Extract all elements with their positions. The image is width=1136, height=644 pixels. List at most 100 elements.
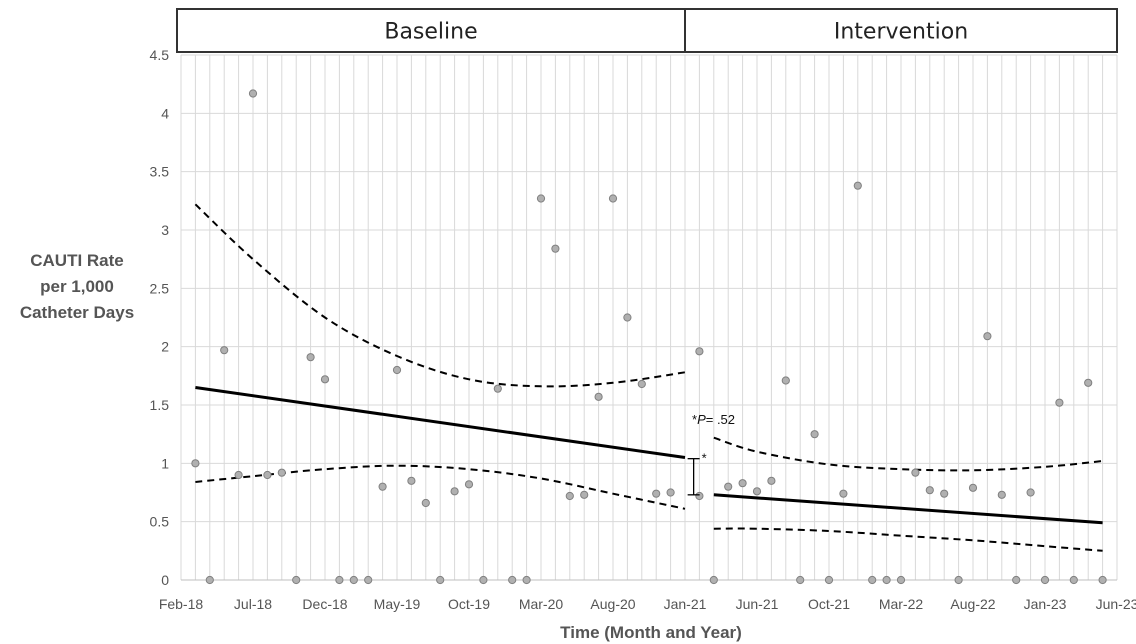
data-point (1040, 575, 1050, 585)
phase-box (684, 8, 1118, 53)
x-axis-title: Time (Month and Year) (560, 623, 742, 642)
trend-lines (194, 203, 1103, 552)
data-point (407, 476, 416, 485)
x-tick-label: Aug-22 (950, 596, 995, 612)
data-point (1098, 575, 1107, 585)
data-point (1012, 575, 1021, 585)
phase-label-intervention: Intervention (834, 20, 968, 45)
data-point (263, 470, 272, 480)
x-tick-label: Jul-18 (234, 596, 272, 612)
y-axis-title: CAUTI Rate per 1,000 Catheter Days (20, 251, 134, 322)
data-point (724, 482, 733, 491)
data-point (565, 491, 574, 501)
axes: 0 0.5 1 1.5 2 2.5 3 3.5 4 4.5 Feb-18 Jul-18 Dec-18 Ma… (150, 47, 1136, 612)
x-tick-label: Jan-23 (1024, 596, 1067, 612)
significance-star: * (702, 451, 707, 466)
data-point (536, 194, 546, 203)
confidence-band-intervention (713, 527, 1103, 552)
data-point (364, 575, 373, 585)
data-point (796, 575, 805, 585)
data-point (839, 489, 848, 498)
data-point (896, 575, 906, 585)
phase-header: Baseline Intervention (176, 8, 1118, 53)
data-point (695, 491, 704, 501)
data-point (911, 468, 920, 477)
data-point (1055, 398, 1064, 407)
y-tick-label: 3 (161, 222, 169, 238)
data-point (767, 476, 776, 485)
x-tick-label: Jun-23 (1096, 596, 1136, 612)
confidence-band-intervention (713, 436, 1103, 472)
data-point (580, 490, 589, 499)
data-point (335, 575, 344, 585)
data-points (191, 89, 1107, 585)
gridlines (180, 54, 1118, 581)
y-tick-label: 0 (161, 572, 169, 588)
data-point (623, 313, 632, 322)
data-point (522, 575, 531, 585)
significance-annotation: * *P= .52 (687, 412, 735, 496)
x-tick-label: Oct-21 (808, 596, 850, 612)
data-point (637, 379, 646, 389)
x-tick-label: Jun-21 (736, 596, 779, 612)
data-point (349, 575, 358, 585)
data-point (234, 470, 243, 480)
data-point (220, 346, 229, 355)
data-point (608, 194, 618, 203)
data-point (868, 575, 877, 585)
y-axis-title-line: Catheter Days (20, 303, 134, 322)
data-point (1084, 378, 1093, 387)
x-tick-label: Aug-20 (590, 596, 635, 612)
y-tick-label: 2.5 (150, 280, 170, 296)
y-tick-label: 2 (161, 339, 169, 355)
data-point (968, 483, 978, 492)
data-point (248, 89, 258, 98)
y-tick-label: 4.5 (150, 47, 170, 63)
data-point (1026, 488, 1035, 497)
axis-titles: CAUTI Rate per 1,000 Catheter Days Time (M… (20, 251, 742, 642)
y-tick-label: 1 (161, 455, 169, 471)
data-point (882, 575, 891, 585)
data-point (997, 490, 1006, 499)
confidence-band-baseline (194, 203, 686, 388)
p-value-label: *P= .52 (692, 412, 735, 427)
data-point (392, 365, 402, 375)
y-tick-label: 4 (161, 105, 169, 121)
phase-label-baseline: Baseline (384, 20, 477, 45)
confidence-band-baseline (195, 464, 686, 510)
data-point (781, 376, 790, 385)
data-point (695, 347, 704, 356)
y-axis-title-line: CAUTI Rate (30, 251, 124, 270)
x-tick-label: Mar-20 (519, 596, 564, 612)
x-tick-label: Feb-18 (159, 596, 204, 612)
data-point (378, 482, 387, 491)
data-point (954, 575, 963, 585)
data-point (1069, 575, 1078, 585)
data-point (738, 479, 747, 488)
data-point (983, 332, 992, 341)
data-point (306, 353, 315, 362)
data-point (436, 575, 445, 585)
data-point (824, 575, 834, 585)
data-point (450, 487, 459, 496)
data-point (709, 575, 718, 585)
data-point (594, 392, 603, 401)
data-point (292, 575, 301, 585)
trend-line-intervention (713, 493, 1103, 525)
data-point (940, 489, 949, 498)
y-axis-title-line: per 1,000 (40, 277, 114, 296)
data-point (277, 468, 286, 477)
data-point (508, 575, 517, 585)
data-point (853, 181, 862, 190)
x-tick-label: Mar-22 (879, 596, 924, 612)
data-point (191, 459, 200, 468)
data-point (551, 244, 560, 253)
data-point (810, 430, 819, 439)
y-tick-label: 1.5 (150, 397, 170, 413)
data-point (652, 489, 661, 498)
data-point (464, 480, 474, 489)
trend-line-baseline (195, 386, 686, 459)
y-tick-label: 0.5 (150, 514, 170, 530)
x-tick-label: Jan-21 (664, 596, 707, 612)
x-tick-label: Oct-19 (448, 596, 490, 612)
